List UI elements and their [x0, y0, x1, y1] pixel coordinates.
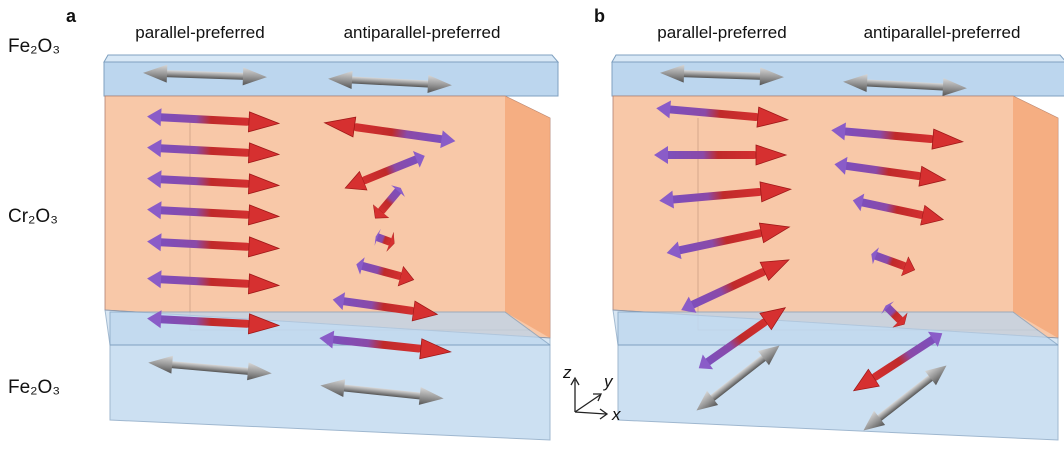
panel-label: b — [594, 6, 605, 26]
layer-label: Fe₂O₃ — [8, 36, 60, 57]
column-header: parallel-preferred — [135, 23, 264, 42]
axis-label: z — [562, 363, 572, 382]
column-header: antiparallel-preferred — [344, 23, 501, 42]
axis-label: x — [611, 405, 621, 424]
panel-label: a — [66, 6, 77, 26]
axes-glyph — [571, 378, 607, 419]
figure: a parallel-preferred antiparallel-prefer… — [0, 0, 1064, 459]
column-header: antiparallel-preferred — [864, 23, 1021, 42]
column-header: parallel-preferred — [657, 23, 786, 42]
layer-label: Fe₂O₃ — [8, 377, 60, 398]
layer-label: Cr₂O₃ — [8, 206, 58, 227]
layer-stack — [104, 55, 558, 440]
axis-label: y — [603, 372, 614, 391]
